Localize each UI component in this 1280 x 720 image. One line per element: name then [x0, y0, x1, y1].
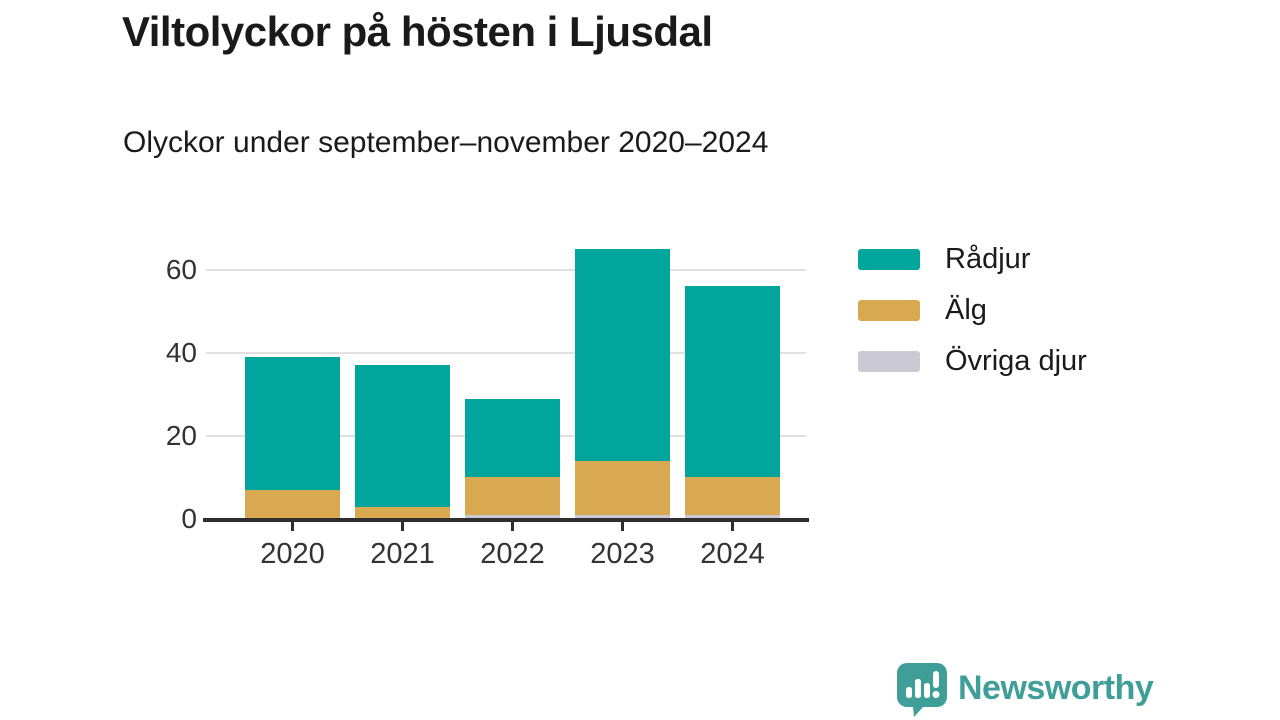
bar-segment-2023-Rådjur [575, 248, 670, 461]
bar-segment-2020-Älg [245, 489, 340, 519]
newsworthy-logo-icon [897, 663, 947, 717]
legend-item-ovriga-djur: Övriga djur [858, 344, 1087, 377]
bar-segment-2023-Övriga djur [575, 514, 670, 519]
bar-2022 [465, 240, 560, 519]
bar-2020 [245, 240, 340, 519]
chart-legend: Rådjur Älg Övriga djur [858, 242, 1087, 397]
bar-2021 [355, 240, 450, 519]
bar-segment-2021-Rådjur [355, 365, 450, 507]
y-axis-tick-label: 60 [165, 253, 197, 285]
x-axis-tick [291, 522, 294, 531]
gridline-y40 [206, 351, 806, 354]
x-axis-tick [401, 522, 404, 531]
bar-segment-2020-Rådjur [245, 356, 340, 490]
x-axis-label-2023: 2023 [590, 538, 655, 570]
bar-segment-2024-Övriga djur [685, 514, 780, 519]
x-axis-tick [511, 522, 514, 531]
bar-segment-2022-Övriga djur [465, 514, 560, 519]
bar-segment-2021-Älg [355, 506, 450, 519]
y-axis-tick-label: 0 [181, 503, 197, 534]
legend-swatch-ovriga-djur [858, 350, 920, 372]
legend-label-ovriga-djur: Övriga djur [945, 344, 1087, 377]
legend-item-radjur: Rådjur [858, 242, 1087, 275]
legend-label-alg: Älg [945, 293, 987, 326]
chart-title: Viltolyckor på hösten i Ljusdal [122, 8, 713, 55]
chart-subtitle: Olyckor under september–november 2020–20… [123, 126, 769, 159]
y-axis-tick-label: 40 [165, 336, 197, 368]
legend-swatch-radjur [858, 248, 920, 270]
brand-name: Newsworthy [958, 669, 1154, 707]
gridline-y60 [206, 268, 806, 271]
x-axis-label-2024: 2024 [700, 538, 765, 570]
bar-segment-2023-Älg [575, 460, 670, 515]
y-axis-tick-label: 20 [165, 419, 197, 451]
bar-segment-2024-Rådjur [685, 286, 780, 478]
legend-swatch-alg [858, 299, 920, 321]
x-axis-label-2021: 2021 [370, 538, 435, 570]
stacked-bar-chart: 0 20 40 60 2020 2021 2022 2023 2024 [160, 240, 840, 580]
legend-item-alg: Älg [858, 293, 1087, 326]
bar-segment-2024-Älg [685, 477, 780, 515]
bar-segment-2022-Rådjur [465, 398, 560, 478]
bar-2023 [575, 240, 670, 519]
x-axis-tick [731, 522, 734, 531]
bar-segment-2022-Älg [465, 477, 560, 515]
x-axis-tick [621, 522, 624, 531]
bar-2024 [685, 240, 780, 519]
brand-footer: Newsworthy [897, 663, 1154, 717]
x-axis-label-2022: 2022 [480, 538, 545, 570]
legend-label-radjur: Rådjur [945, 242, 1031, 275]
x-axis-line [203, 518, 809, 522]
x-axis-label-2020: 2020 [260, 538, 325, 570]
